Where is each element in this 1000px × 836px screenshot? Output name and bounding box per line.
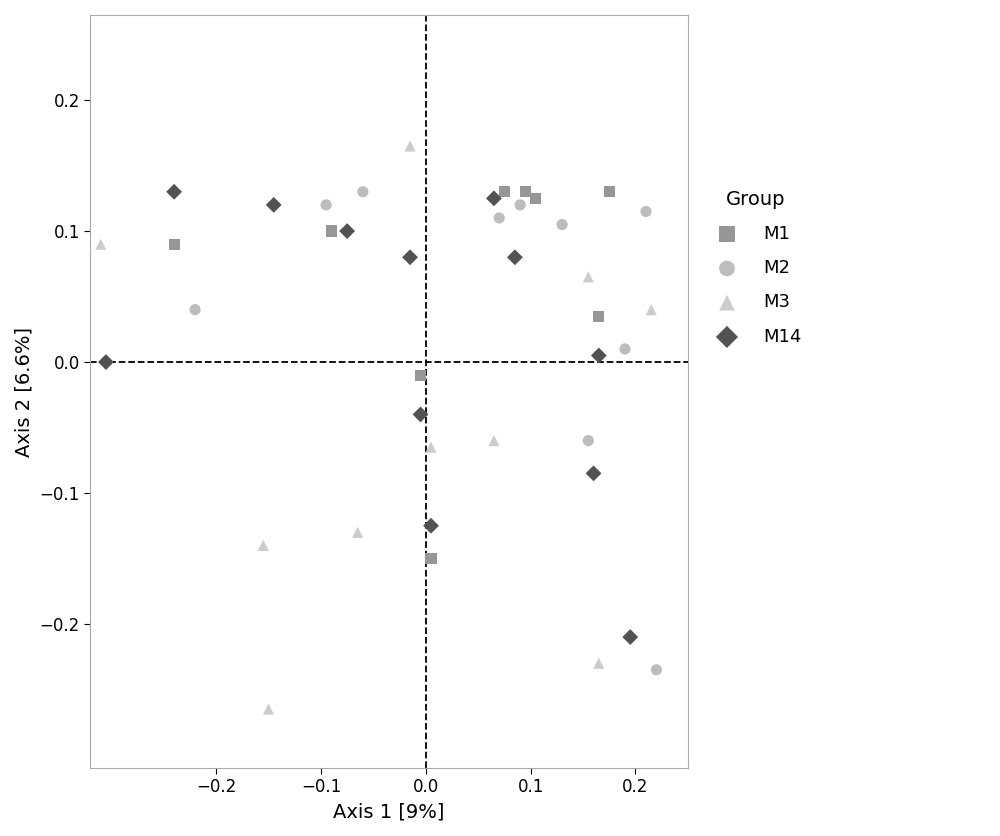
M1 [517, 185, 533, 198]
M14 [166, 185, 182, 198]
M14 [622, 630, 638, 644]
M2 [648, 663, 664, 676]
M2 [617, 342, 633, 355]
M1 [413, 369, 429, 382]
M2 [318, 198, 334, 212]
M2 [580, 434, 596, 447]
M14 [591, 349, 607, 362]
M1 [591, 309, 607, 323]
M3 [580, 270, 596, 283]
M3 [93, 237, 109, 251]
Y-axis label: Axis 2 [6.6%]: Axis 2 [6.6%] [15, 327, 34, 456]
M14 [413, 408, 429, 421]
M3 [486, 434, 502, 447]
M3 [643, 303, 659, 316]
M2 [187, 303, 203, 316]
M2 [355, 185, 371, 198]
M14 [486, 191, 502, 205]
M1 [601, 185, 617, 198]
M14 [266, 198, 282, 212]
M14 [339, 224, 355, 237]
M1 [496, 185, 512, 198]
M1 [323, 224, 339, 237]
M3 [402, 140, 418, 153]
M2 [491, 212, 507, 225]
M14 [98, 355, 114, 369]
M2 [512, 198, 528, 212]
M1 [166, 237, 182, 251]
M1 [528, 191, 544, 205]
M2 [638, 205, 654, 218]
M3 [423, 441, 439, 454]
M14 [423, 519, 439, 533]
M2 [554, 218, 570, 232]
X-axis label: Axis 1 [9%]: Axis 1 [9%] [333, 802, 445, 821]
Legend: M1, M2, M3, M14: M1, M2, M3, M14 [709, 190, 801, 346]
M14 [507, 251, 523, 264]
M3 [260, 702, 276, 716]
M3 [591, 656, 607, 670]
M3 [350, 526, 366, 539]
M3 [255, 538, 271, 552]
M1 [423, 552, 439, 565]
M14 [402, 251, 418, 264]
M14 [586, 466, 602, 480]
